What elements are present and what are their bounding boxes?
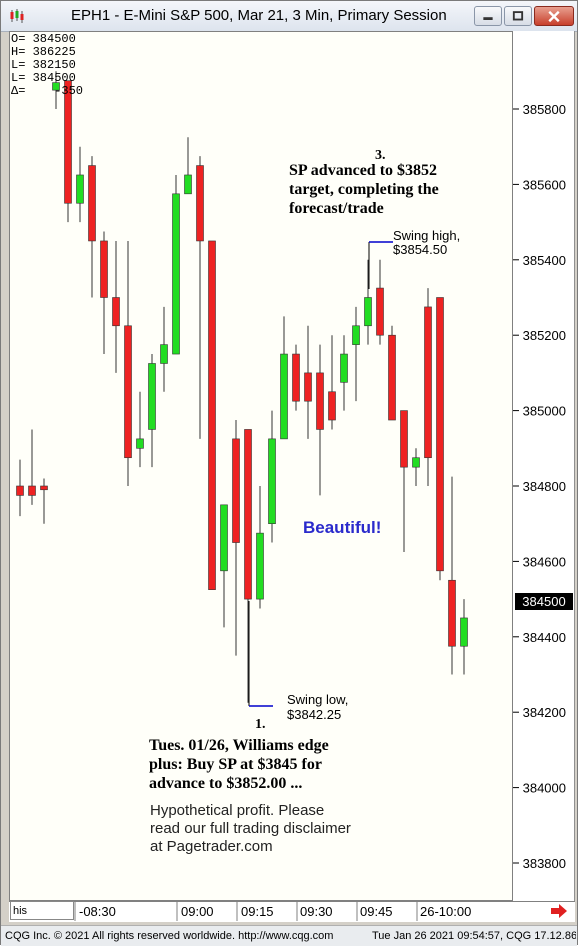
- time-label-0900: 09:00: [181, 904, 214, 919]
- swing-low-line-2: $3842.25: [287, 707, 342, 722]
- entry-note: Tues. 01/26, Williams edge plus: Buy SP …: [149, 736, 329, 793]
- title-bar[interactable]: EPH1 - E-Mini S&P 500, Mar 21, 3 Min, Pr…: [1, 1, 577, 32]
- time-label-0915: 09:15: [241, 904, 274, 919]
- time-axis[interactable]: [9, 901, 575, 922]
- ohlc-last: L= 384500: [11, 71, 76, 85]
- entry-line-2: plus: Buy SP at $3845 for: [149, 756, 322, 773]
- minimize-icon: [483, 17, 493, 20]
- ohlc-delta: Δ= -350: [11, 84, 84, 98]
- status-timestamp: Tue Jan 26 2021 09:54:57, CQG 17.12.8600: [372, 930, 576, 942]
- last-price-tag: 384500: [515, 593, 573, 610]
- swing-high-label: Swing high, $3854.50: [393, 229, 460, 257]
- target-line-2: target, completing the: [289, 181, 439, 198]
- ohlc-open: O= 384500: [11, 32, 76, 46]
- status-copyright: CQG Inc. © 2021 All rights reserved worl…: [5, 930, 334, 942]
- time-label-0930: 09:30: [300, 904, 333, 919]
- maximize-button[interactable]: [504, 6, 532, 26]
- disclaimer-line-2: read our full trading disclaimer: [150, 820, 351, 837]
- entry-line-3: advance to $3852.00 ...: [149, 775, 303, 792]
- price-axis[interactable]: [513, 31, 575, 901]
- target-note: SP advanced to $3852 target, completing …: [289, 161, 439, 218]
- swing-low-line-1: Swing low,: [287, 692, 349, 707]
- swing-high-line-1: Swing high,: [393, 228, 461, 243]
- time-label-1000: 26-10:00: [420, 904, 472, 919]
- time-label-0830: -08:30: [79, 904, 116, 919]
- target-line-3: forecast/trade: [289, 200, 384, 217]
- swing-high-line-2: $3854.50: [393, 242, 448, 257]
- target-number: 3.: [375, 148, 386, 163]
- minimize-button[interactable]: [474, 6, 502, 26]
- target-line-1: SP advanced to $3852: [289, 162, 438, 179]
- time-axis-separators: [74, 901, 418, 921]
- entry-line-1: Tues. 01/26, Williams edge: [149, 737, 329, 754]
- disclaimer-note: Hypothetical profit. Please read our ful…: [150, 802, 351, 856]
- disclaimer-line-3: at Pagetrader.com: [150, 838, 273, 855]
- close-icon: [548, 10, 560, 23]
- disclaimer-line-1: Hypothetical profit. Please: [150, 802, 325, 819]
- ohlc-high: H= 386225: [11, 45, 76, 59]
- scroll-right-arrow-icon[interactable]: [549, 902, 569, 920]
- chart-app-icon: [10, 9, 24, 23]
- ohlc-low: L= 382150: [11, 58, 76, 72]
- swing-low-label: Swing low, $3842.25: [287, 692, 348, 722]
- status-bar: CQG Inc. © 2021 All rights reserved worl…: [1, 925, 577, 946]
- ohlc-panel: O= 384500 H= 386225 L= 382150 L= 384500 Δ= -…: [11, 33, 83, 98]
- time-label-0945: 09:45: [360, 904, 393, 919]
- window-title: EPH1 - E-Mini S&P 500, Mar 21, 3 Min, Pr…: [71, 7, 447, 24]
- entry-number: 1.: [255, 717, 266, 732]
- beautiful-label: Beautiful!: [303, 518, 382, 537]
- time-axis-input[interactable]: [10, 901, 74, 920]
- maximize-icon: [512, 11, 524, 21]
- close-button[interactable]: [534, 6, 574, 26]
